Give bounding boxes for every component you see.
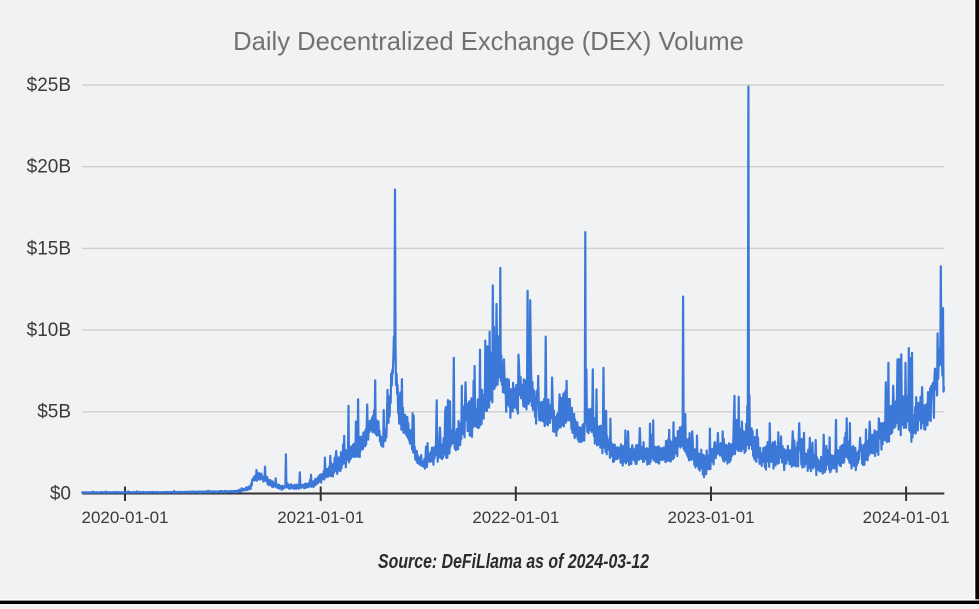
svg-text:$5B: $5B: [37, 402, 71, 423]
svg-text:$20B: $20B: [27, 157, 71, 178]
svg-text:Source: DeFiLlama as of 2024-0: Source: DeFiLlama as of 2024-03-12: [378, 550, 649, 572]
svg-text:2024-01-01: 2024-01-01: [863, 508, 950, 527]
svg-text:Daily Decentralized Exchange (: Daily Decentralized Exchange (DEX) Volum…: [233, 28, 744, 56]
svg-text:$25B: $25B: [27, 75, 71, 96]
svg-text:2021-01-01: 2021-01-01: [277, 508, 364, 527]
svg-text:2022-01-01: 2022-01-01: [472, 508, 559, 527]
svg-text:$0: $0: [50, 483, 71, 504]
svg-text:2023-01-01: 2023-01-01: [668, 508, 755, 527]
svg-text:$10B: $10B: [27, 320, 71, 341]
svg-text:$15B: $15B: [27, 238, 71, 259]
svg-text:2020-01-01: 2020-01-01: [82, 508, 169, 527]
